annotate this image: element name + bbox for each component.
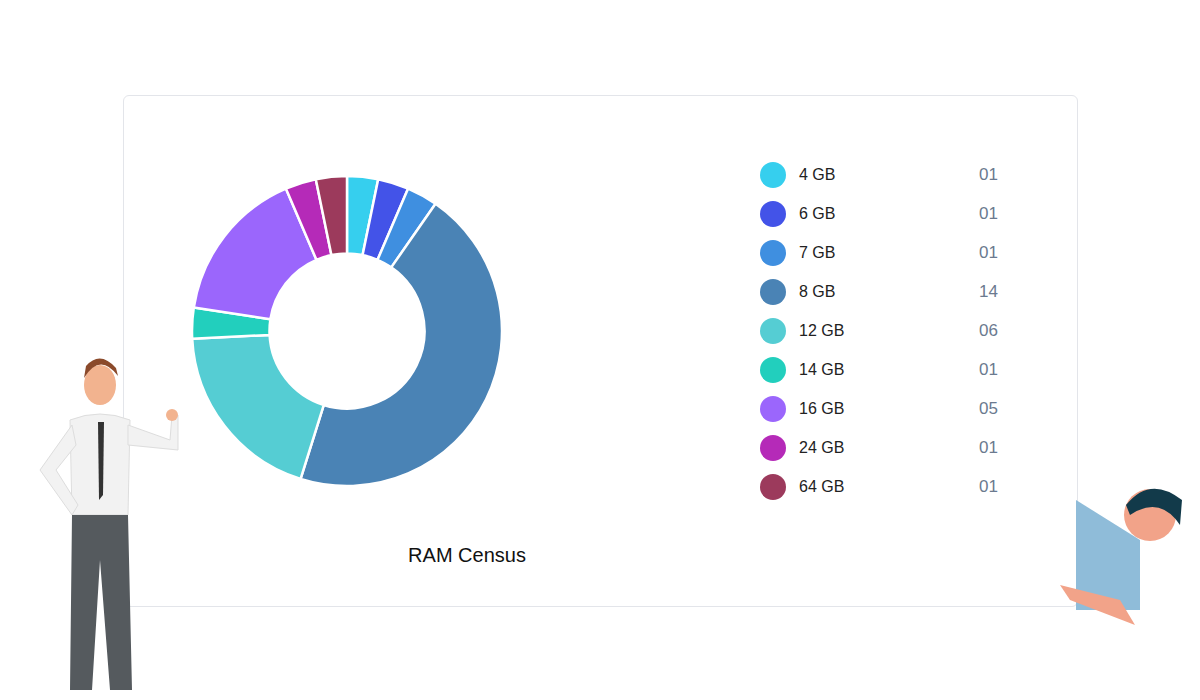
html-text:14 GB: 14 GB [799, 361, 845, 378]
html-text:05: 05 [979, 399, 998, 418]
svg-text:RAM Census: RAM Census [408, 544, 526, 566]
html-text:14: 14 [979, 282, 998, 301]
html-text:6 GB: 6 GB [799, 205, 836, 222]
html-text:01: 01 [979, 204, 998, 223]
html-text:01: 01 [979, 360, 998, 379]
html-text:16 GB: 16 GB [799, 400, 845, 417]
html-text:01: 01 [979, 438, 998, 457]
html-text:64 GB: 64 GB [799, 478, 845, 495]
html-text:8 GB: 8 GB [799, 283, 836, 300]
html-text:06: 06 [979, 321, 998, 340]
html-text:12 GB: 12 GB [799, 322, 845, 339]
html-text:7 GB: 7 GB [799, 244, 836, 261]
html-text:24 GB: 24 GB [799, 439, 845, 456]
html-text:4 GB: 4 GB [799, 166, 836, 183]
html-text:01: 01 [979, 243, 998, 262]
html-text:01: 01 [979, 165, 998, 184]
html-text:01: 01 [979, 477, 998, 496]
